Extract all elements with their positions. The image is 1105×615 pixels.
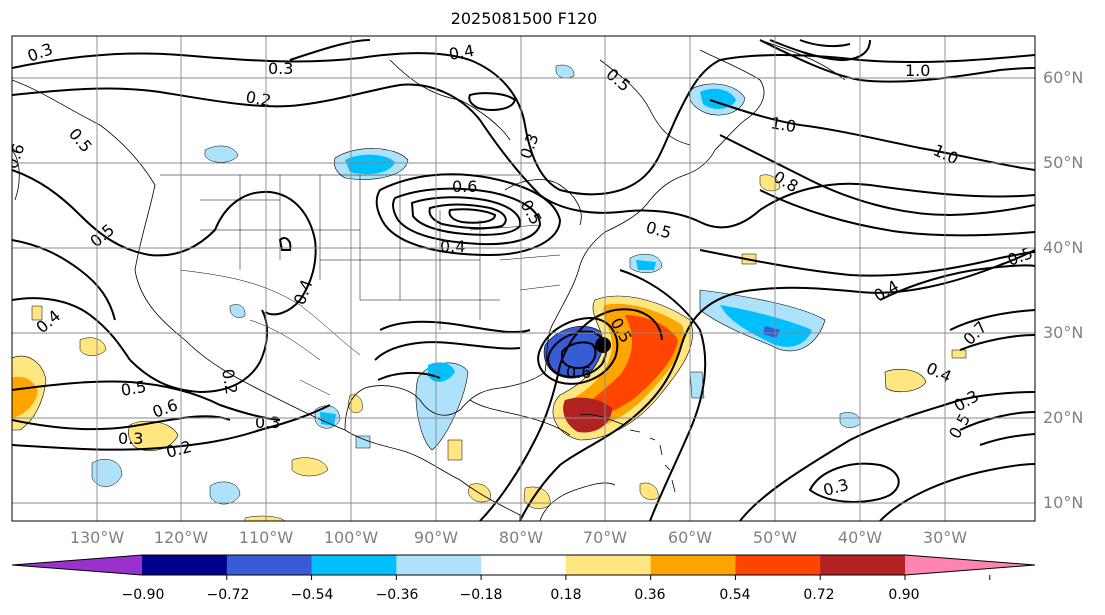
contour-label: 1.0	[930, 140, 961, 168]
longitude-label: 110°W	[238, 528, 294, 547]
colorbar-segment	[311, 555, 397, 575]
colorbar-extension-high	[905, 555, 1035, 575]
colorbar	[11, 554, 1036, 580]
colorbar-segment	[226, 555, 313, 575]
map-title: 2025081500 F120	[450, 9, 598, 28]
political-borders	[160, 174, 561, 396]
colorbar-extension-low	[12, 555, 142, 575]
longitude-label: 80°W	[498, 528, 544, 547]
colorbar-segment	[481, 555, 567, 575]
colorbar-tick-label: 0.36	[634, 587, 666, 603]
contour-label: 0.5	[602, 65, 634, 96]
contour-lines	[12, 39, 1035, 521]
contour-label: 0.3	[951, 386, 983, 415]
longitude-label: 40°W	[837, 528, 883, 547]
colorbar-segment	[396, 555, 482, 575]
longitude-label: 90°W	[413, 528, 459, 547]
contour-label: 0.6	[566, 363, 591, 382]
shaded-anomalies	[12, 64, 967, 521]
longitude-label: 120°W	[153, 528, 209, 547]
contour-label: 0.2	[218, 367, 241, 395]
contour-label: 0.5	[644, 218, 674, 243]
latitude-label: 60°N	[1043, 68, 1084, 87]
colorbar-tick-label: −0.36	[375, 587, 419, 603]
contour-label: 0.3	[821, 475, 851, 500]
contour-label: 0.5	[119, 377, 147, 400]
contour-label: 0.3	[516, 131, 543, 161]
contour-label: 1.0	[905, 61, 930, 80]
colorbar-tick-label: −0.54	[290, 587, 334, 603]
longitude-label: 70°W	[582, 528, 628, 547]
contour-label: 0.6	[452, 177, 477, 196]
colorbar-tick-label: 0.18	[550, 587, 582, 603]
latitude-label: 10°N	[1043, 493, 1084, 512]
map-plot: 0.3 0.3 0.2 0.4 0.5 1.0 1.0 1.0 0.8 0.6 …	[2, 36, 1035, 521]
colorbar-segment	[565, 555, 652, 575]
colorbar-tick-label: 0.90	[888, 587, 920, 603]
latitude-label: 20°N	[1043, 408, 1084, 427]
colorbar-tick-label: 0.72	[803, 587, 835, 603]
longitude-label: 50°W	[752, 528, 798, 547]
latitude-label: 30°N	[1043, 323, 1084, 342]
colorbar-outline	[11, 554, 1036, 576]
contour-label: 0.3	[118, 429, 143, 448]
longitude-label: 100°W	[323, 528, 379, 547]
colorbar-segment	[142, 555, 228, 575]
contour-label: 0.3	[268, 59, 293, 78]
contour-label: 0.5	[65, 124, 96, 156]
contour-label: 0.4	[440, 237, 465, 256]
colorbar-tick-label: −0.18	[459, 587, 503, 603]
colorbar-segment	[735, 555, 821, 575]
colorbar-tick-label: −0.72	[206, 587, 250, 603]
colorbar-tick-label: 0.54	[719, 587, 751, 603]
latitude-label: 50°N	[1043, 153, 1084, 172]
colorbar-segment	[820, 555, 906, 575]
longitude-label: 30°W	[922, 528, 968, 547]
contour-label: 0.4	[871, 276, 903, 305]
contour-label: 0.2	[244, 87, 272, 110]
map-frame	[11, 35, 1036, 522]
contour-label: 0.4	[290, 277, 317, 307]
contour-label: 0.4	[923, 358, 954, 386]
storm-center-marker	[595, 337, 611, 353]
colorbar-segment	[650, 555, 736, 575]
longitude-label: 130°W	[69, 528, 125, 547]
contour-label: 0.4	[447, 41, 475, 64]
contour-label: 1.0	[769, 113, 797, 136]
colorbar-tick-label: −0.90	[121, 587, 165, 603]
longitude-label: 60°W	[667, 528, 713, 547]
latitude-label: 40°N	[1043, 238, 1084, 257]
contour-label: 0.3	[255, 413, 280, 432]
gridlines	[12, 36, 1035, 521]
contour-label: 0.5	[945, 410, 974, 442]
contour-label: 0.6	[2, 141, 29, 171]
